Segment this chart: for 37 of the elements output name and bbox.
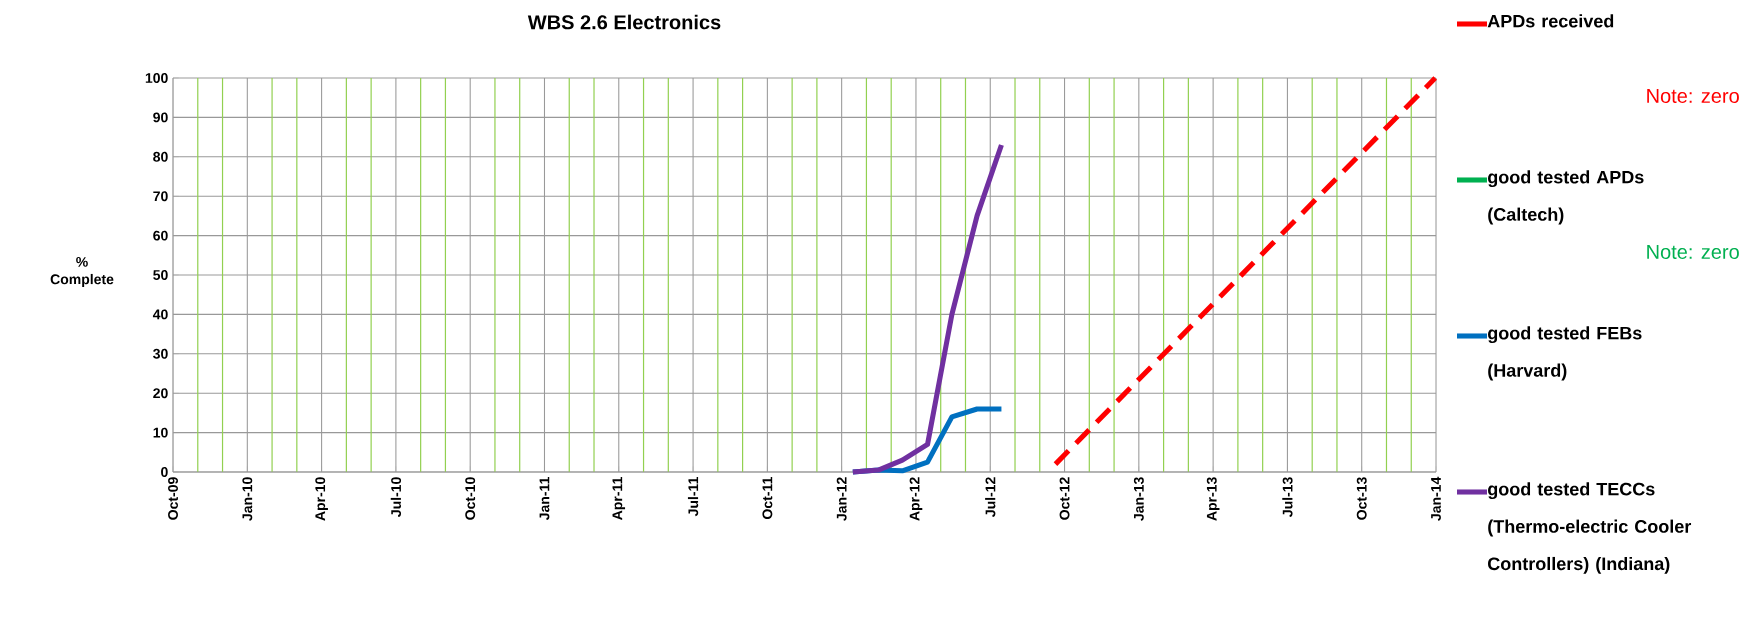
y-tick-label: 30 [153, 348, 168, 359]
y-tick-label: 0 [161, 467, 168, 477]
x-tick-label: Jan-10 [242, 477, 253, 521]
x-tick-label: Apr-11 [612, 477, 626, 520]
x-tick-label: Jul-11 [687, 477, 699, 517]
text: Note: zero [1647, 89, 1739, 103]
y-tick-label: 90 [153, 112, 168, 123]
y-tick-label: 100 [145, 73, 168, 83]
y-tick-label: 10 [153, 427, 168, 438]
x-tick-label: Oct-11 [762, 477, 773, 519]
legend-label: good tested FEBs (Harvard) [1488, 326, 1642, 381]
y-tick-label: 70 [153, 191, 168, 202]
x-tick-label: Jan-13 [1133, 477, 1144, 521]
y-tick-label: 60 [153, 230, 168, 241]
x-tick-label: Oct-13 [1356, 477, 1367, 520]
y-tick-label: 80 [153, 151, 168, 162]
y-tick-label: 50 [153, 270, 168, 280]
x-tick-label: Oct-10 [465, 477, 476, 520]
x-tick-label: Jul-12 [985, 477, 996, 517]
x-tick-label: Oct-12 [1059, 477, 1070, 520]
x-tick-label: Jul-10 [390, 477, 402, 517]
y-axis-title: % Complete [50, 257, 114, 287]
x-tick-label: Apr-13 [1206, 477, 1220, 521]
text: Note: zero [1647, 245, 1739, 259]
legend-label: good tested TECCs (Thermo-electric Cooler Controllers) (Indiana) [1488, 482, 1692, 574]
chart-title: WBS 2.6 Electronics [527, 14, 721, 30]
x-tick-label: Apr-12 [909, 477, 923, 521]
x-tick-label: Jan-11 [539, 477, 550, 521]
x-tick-label: Jul-13 [1282, 477, 1293, 517]
legend-label: good tested APDs (Caltech) [1488, 170, 1644, 225]
x-tick-label: Apr-10 [315, 477, 328, 521]
y-tick-label: 40 [152, 309, 168, 320]
x-tick-label: Jan-14 [1431, 476, 1441, 521]
x-tick-label: Jan-12 [836, 477, 847, 521]
legend-label: APDs received [1487, 14, 1614, 28]
y-tick-label: 20 [153, 388, 168, 399]
x-tick-label: Oct-09 [168, 477, 178, 520]
